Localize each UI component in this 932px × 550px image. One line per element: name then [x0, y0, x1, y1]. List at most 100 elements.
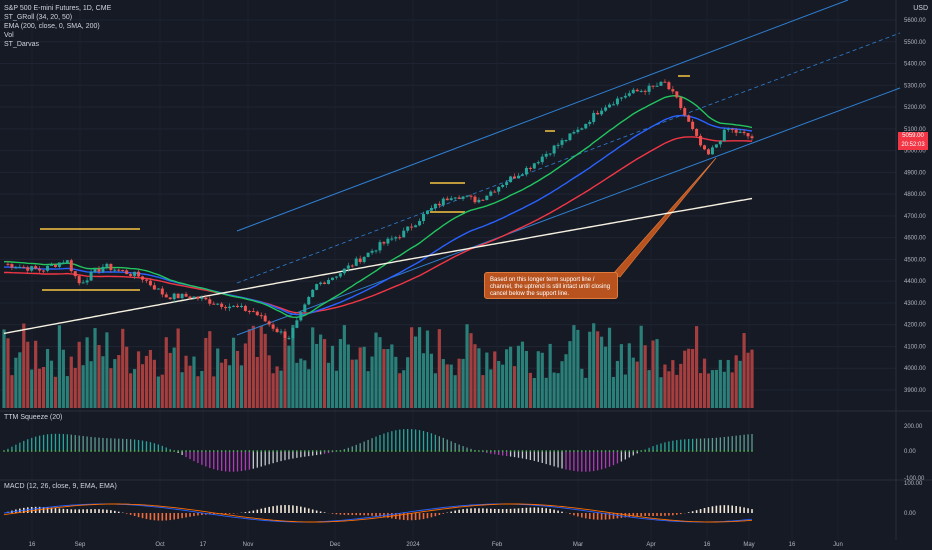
volume-bar: [540, 352, 544, 408]
ttm-pane-label[interactable]: TTM Squeeze (20): [4, 414, 63, 421]
volume-bar: [457, 358, 461, 408]
candle-body: [528, 167, 532, 169]
volume-bar: [592, 323, 596, 408]
volume-bar: [639, 325, 643, 408]
ttm-dot: [379, 450, 381, 452]
candle-body: [228, 306, 232, 309]
volume-bar: [738, 360, 742, 408]
x-tick-label: 17: [200, 542, 207, 548]
volume-bar: [259, 325, 263, 408]
candle-body: [93, 268, 97, 272]
ttm-dot: [284, 450, 286, 452]
ttm-dot: [90, 450, 92, 452]
ttm-dot: [339, 450, 342, 452]
volume-bar: [505, 349, 509, 408]
candles: [6, 79, 754, 341]
ttm-dot: [212, 450, 215, 452]
volume-bar: [129, 373, 133, 408]
legend-title[interactable]: S&P 500 E-mini Futures, 1D, CME: [4, 5, 112, 12]
volume-bar: [279, 370, 283, 408]
ttm-dot: [299, 450, 302, 452]
candle-body: [706, 149, 710, 155]
volume-bar: [2, 329, 6, 408]
legend-line-groll[interactable]: ST_GRoll (34, 20, 50): [4, 14, 73, 21]
ttm-dot: [600, 450, 603, 452]
ttm-dot: [137, 450, 140, 452]
x-tick-label: Nov: [243, 542, 254, 548]
volume-bar: [691, 348, 695, 408]
candle-body: [172, 293, 176, 300]
volume-bar: [706, 373, 711, 408]
candle-body: [259, 315, 263, 317]
legend-line-darvas[interactable]: ST_Darvas: [4, 41, 40, 48]
ttm-dot: [505, 450, 508, 452]
candle-body: [425, 210, 429, 214]
ttm-dot: [375, 450, 377, 452]
volume-bar: [176, 328, 180, 408]
candle-body: [6, 263, 10, 265]
candle-body: [619, 97, 623, 99]
ttm-dot: [640, 450, 643, 452]
candle-body: [631, 89, 635, 94]
candle-body: [429, 207, 433, 211]
legend-line-vol[interactable]: Vol: [4, 32, 14, 39]
x-tick-label: 16: [704, 542, 711, 548]
candle-body: [168, 297, 172, 300]
ttm-dot: [268, 450, 271, 452]
candle-body: [113, 269, 117, 271]
candle-body: [655, 85, 659, 87]
ttm-dot: [117, 450, 120, 452]
volume-bar: [326, 362, 331, 408]
annotation-note[interactable]: Based on this longer term support line /…: [484, 272, 618, 299]
volume-bar: [311, 327, 315, 408]
candle-body: [77, 276, 81, 284]
candle-body: [137, 271, 141, 277]
candle-body: [453, 197, 457, 199]
candle-body: [703, 145, 707, 150]
volume-bar: [275, 366, 279, 408]
volume-bar: [485, 352, 489, 408]
volume-bar: [750, 349, 754, 408]
volume-bar: [611, 376, 616, 408]
ttm-dot: [14, 450, 17, 452]
candle-body: [552, 145, 556, 154]
ttm-dot: [584, 450, 587, 452]
ttm-dot: [26, 450, 29, 452]
currency-label[interactable]: USD: [913, 5, 928, 12]
candle-body: [659, 81, 663, 86]
ttm-dot: [165, 450, 168, 452]
ttm-dot: [454, 450, 457, 452]
ttm-dot: [240, 450, 243, 452]
macd-pane-label[interactable]: MACD (12, 26, close, 9, EMA, EMA): [4, 483, 117, 490]
ttm-dot: [390, 450, 393, 452]
ttm-dot: [181, 450, 183, 452]
ttm-dot: [430, 450, 433, 452]
volume-bar: [631, 357, 635, 408]
x-tick-label: May: [743, 542, 754, 548]
ttm-dot: [612, 450, 615, 452]
candle-body: [291, 327, 295, 339]
legend-line-ema[interactable]: EMA (200, close, 0, SMA, 200): [4, 23, 100, 30]
ttm-dot: [513, 450, 516, 452]
candle-body: [734, 129, 738, 133]
ttm-dot: [402, 450, 405, 452]
candle-body: [390, 238, 394, 240]
candle-body: [742, 131, 746, 134]
ttm-dot: [529, 450, 532, 452]
y-tick-label: 4500.00: [904, 257, 926, 263]
volume-bar: [437, 329, 441, 408]
ttm-dot: [497, 450, 500, 452]
ttm-dot: [442, 450, 445, 452]
volume-bar: [497, 361, 501, 408]
candle-body: [141, 276, 145, 280]
candle-body: [675, 91, 679, 98]
volume-bar: [322, 339, 327, 408]
candle-body: [513, 176, 517, 179]
candle-body: [255, 311, 259, 316]
candle-body: [588, 121, 592, 124]
ttm-dot: [264, 450, 267, 452]
candle-body: [160, 288, 164, 295]
candle-body: [493, 191, 497, 193]
candle-body: [73, 271, 77, 277]
candle-body: [208, 299, 212, 304]
